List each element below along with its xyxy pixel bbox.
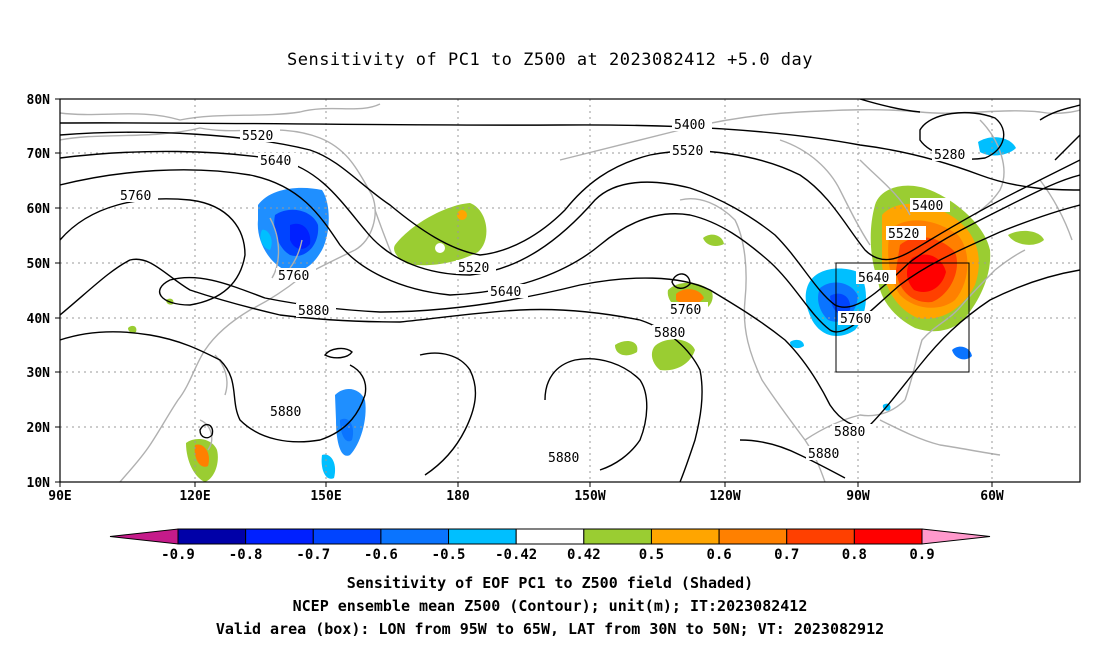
contour-label: 5760 <box>278 269 309 284</box>
colorbar-labels: -0.9 -0.8 -0.7 -0.6 -0.5 -0.42 0.42 0.5 0.6 0.7 0.… <box>161 547 935 563</box>
colorbar-tick-label: 0.42 <box>567 547 601 563</box>
caption-line-2: NCEP ensemble mean Z500 (Contour); unit(… <box>292 597 808 615</box>
contour-label: 5520 <box>458 261 489 276</box>
colorbar-upper-extension <box>921 528 991 545</box>
map-frame <box>59 98 1081 483</box>
contour-label: 5880 <box>298 304 329 319</box>
contour-label: 5520 <box>672 144 703 159</box>
contour-label: 5400 <box>674 118 705 133</box>
contour-label: 5520 <box>888 227 919 242</box>
graticule <box>60 99 1080 482</box>
lat-label: 20N <box>27 421 51 436</box>
lat-label: 60N <box>27 202 51 217</box>
contour-label: 5280 <box>934 148 965 163</box>
valid-area-box <box>835 262 970 373</box>
colorbar-segment <box>853 528 923 545</box>
colorbar-tick-label: -0.7 <box>296 547 330 563</box>
lat-label: 70N <box>27 147 51 162</box>
lon-label: 120E <box>179 489 210 504</box>
contour-label: 5880 <box>548 451 579 466</box>
colorbar-segment <box>515 528 585 545</box>
colorbar-segment <box>786 528 855 545</box>
lat-label: 30N <box>27 366 51 381</box>
colorbar-tick-label: -0.5 <box>432 547 466 563</box>
colorbar-tick-label: -0.6 <box>364 547 398 563</box>
caption-line-1: Sensitivity of EOF PC1 to Z500 field (Sh… <box>346 574 754 592</box>
map-title: Sensitivity of PC1 to Z500 at 2023082412… <box>286 50 813 70</box>
caption-line-3: Valid area (box): LON from 95W to 65W, L… <box>215 620 885 638</box>
sensitivity-shading <box>128 137 1044 482</box>
colorbar-tick-label: -0.9 <box>161 547 195 563</box>
colorbar-segment <box>448 528 517 545</box>
contour-label: 5640 <box>490 285 521 300</box>
lon-label: 150W <box>574 489 605 504</box>
colorbar-segment <box>177 528 247 545</box>
contour-label: 5880 <box>654 326 685 341</box>
lon-label: 90W <box>846 489 870 504</box>
colorbar-tick-label: 0.8 <box>842 547 867 563</box>
colorbar <box>109 528 991 545</box>
colorbar-tick-label: -0.8 <box>229 547 263 563</box>
colorbar-segment <box>583 528 652 545</box>
lat-label: 50N <box>27 257 51 272</box>
contour-label: 5520 <box>242 129 273 144</box>
lon-label: 150E <box>310 489 341 504</box>
colorbar-segment <box>380 528 450 545</box>
contour-label: 5760 <box>120 189 151 204</box>
colorbar-segment <box>245 528 314 545</box>
colorbar-tick-label: 0.6 <box>706 547 731 563</box>
contour-label: 5640 <box>858 271 889 286</box>
contour-label: 5880 <box>270 405 301 420</box>
lon-label: 90E <box>48 489 71 504</box>
lat-label: 40N <box>27 312 51 327</box>
contour-label: 5760 <box>840 312 871 327</box>
lon-label: 60W <box>980 489 1004 504</box>
colorbar-tick-label: 0.5 <box>639 547 664 563</box>
colorbar-tick-label: -0.42 <box>495 547 537 563</box>
colorbar-segment <box>312 528 382 545</box>
colorbar-lower-extension <box>109 528 179 545</box>
colorbar-tick-label: 0.7 <box>774 547 799 563</box>
contour-label: 5760 <box>670 303 701 318</box>
colorbar-segment <box>650 528 720 545</box>
contour-label: 5640 <box>260 154 291 169</box>
lon-label: 120W <box>709 489 740 504</box>
colorbar-tick-label: 0.9 <box>909 547 934 563</box>
lat-label: 80N <box>27 93 51 108</box>
axis-ticks <box>55 98 993 487</box>
lon-label: 180 <box>446 489 470 504</box>
contour-label: 5880 <box>808 447 839 462</box>
contour-label: 5880 <box>834 425 865 440</box>
lat-label: 10N <box>27 476 51 491</box>
colorbar-segment <box>718 528 788 545</box>
contour-label: 5400 <box>912 199 943 214</box>
